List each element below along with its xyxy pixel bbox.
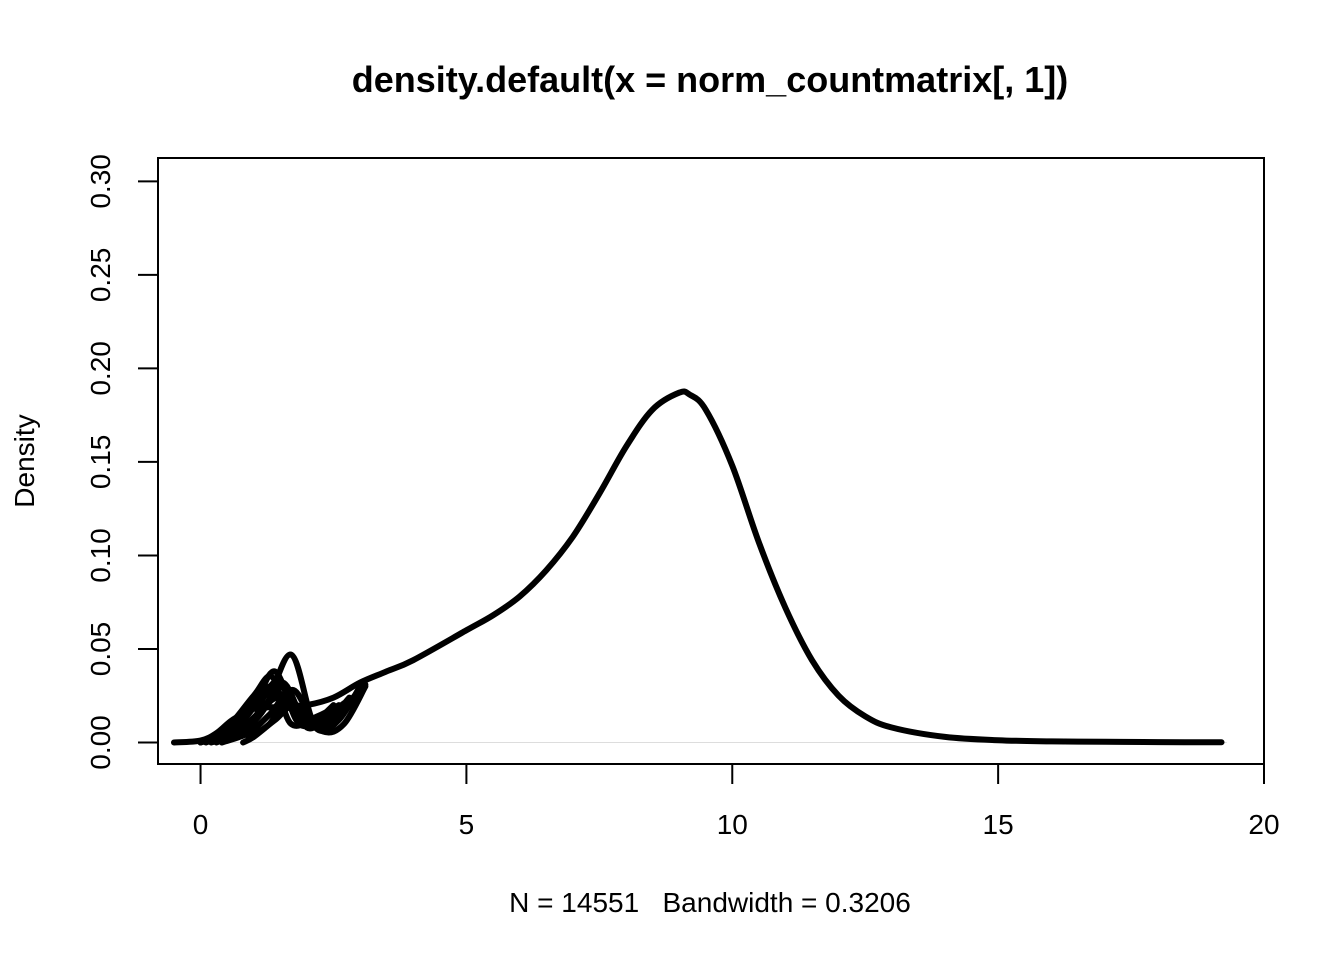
x-axis: 0 5 10 15 20 bbox=[193, 763, 1280, 840]
density-curves bbox=[171, 388, 1227, 746]
y-axis-label: Density bbox=[9, 414, 40, 507]
y-tick-label: 0.25 bbox=[85, 248, 116, 303]
x-tick-label: 15 bbox=[983, 809, 1014, 840]
x-axis-label: N = 14551 Bandwidth = 0.3206 bbox=[509, 887, 911, 918]
y-axis: 0.00 0.05 0.10 0.15 0.20 0.25 0.30 bbox=[85, 154, 159, 770]
density-curve-13 bbox=[216, 677, 348, 744]
x-tick-label: 10 bbox=[717, 809, 748, 840]
y-tick-label: 0.05 bbox=[85, 622, 116, 677]
density-curve-1 bbox=[171, 388, 1225, 746]
y-tick-label: 0.15 bbox=[85, 435, 116, 490]
x-tick-label: 20 bbox=[1248, 809, 1279, 840]
x-tick-label: 0 bbox=[193, 809, 209, 840]
y-tick-label: 0.10 bbox=[85, 528, 116, 583]
y-tick-label: 0.00 bbox=[85, 715, 116, 770]
chart-title: density.default(x = norm_countmatrix[, 1… bbox=[352, 59, 1068, 100]
y-tick-label: 0.20 bbox=[85, 341, 116, 396]
plot-frame bbox=[157, 157, 1265, 765]
x-tick-label: 5 bbox=[459, 809, 475, 840]
y-tick-label: 0.30 bbox=[85, 154, 116, 209]
